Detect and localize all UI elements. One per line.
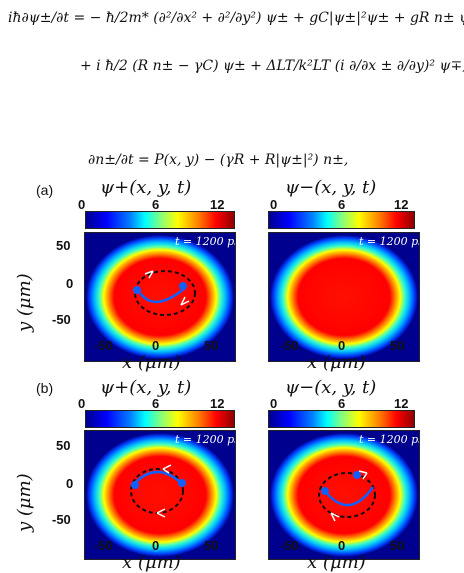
cbar-a1-tick-12: 12 <box>210 197 225 212</box>
plot-a-minus: t = 1200 ps <box>268 232 420 362</box>
colorbar-b-plus <box>85 410 235 428</box>
xtick-a1--50: -50 <box>94 338 113 353</box>
panel-a-label: (a) <box>36 182 54 198</box>
xtick-a2--50: -50 <box>280 338 299 353</box>
xtick-b2-0: 0 <box>338 538 346 553</box>
plot-b-plus: t = 1200 ps <box>84 430 236 560</box>
ytick-b--50: -50 <box>52 512 71 527</box>
cbar-b1-tick-0: 0 <box>78 396 86 411</box>
xtick-a1-50: 50 <box>204 338 219 353</box>
equation-line-3: ∂n±/∂t = P(x, y) − (γR + R|ψ±|²) n±, <box>88 152 349 168</box>
ytick-a--50: -50 <box>52 312 71 327</box>
cbar-a2-tick-6: 6 <box>338 197 346 212</box>
panel-b-label: (b) <box>36 380 54 396</box>
plot-b-minus: t = 1200 ps <box>268 430 420 560</box>
cbar-a1-tick-6: 6 <box>152 197 160 212</box>
xtick-b1--50: -50 <box>94 538 113 553</box>
ytick-a-50: 50 <box>56 238 71 253</box>
heatmap-b-minus <box>269 431 419 559</box>
xlabel-a-minus: x (μm) <box>307 352 366 373</box>
equation-line-2: + i ħ/2 (R n± − γC) ψ± + ΔLT/k²LT (i ∂/∂… <box>80 58 464 74</box>
time-label-a-minus: t = 1200 ps <box>359 235 420 248</box>
time-label-a-plus: t = 1200 ps <box>175 235 236 248</box>
xlabel-b-plus: x (μm) <box>122 552 181 573</box>
xtick-b1-50: 50 <box>204 538 219 553</box>
colorbar-a-plus <box>85 211 235 229</box>
time-label-b-plus: t = 1200 ps <box>175 433 236 446</box>
cbar-a1-tick-0: 0 <box>78 197 86 212</box>
cbar-b2-tick-6: 6 <box>338 396 346 411</box>
xtick-b1-0: 0 <box>152 538 160 553</box>
colorbar-b-minus <box>268 410 415 428</box>
title-a-minus: ψ−(x, y, t) <box>285 177 377 198</box>
xlabel-a-plus: x (μm) <box>122 352 181 373</box>
ytick-b-0: 0 <box>66 476 74 491</box>
title-b-minus: ψ−(x, y, t) <box>285 377 377 398</box>
xtick-a2-0: 0 <box>338 338 346 353</box>
ylabel-b: y (μm) <box>14 473 35 532</box>
heatmap-a-minus <box>269 233 419 361</box>
title-a-plus: ψ+(x, y, t) <box>100 177 192 198</box>
xlabel-b-minus: x (μm) <box>307 552 366 573</box>
cbar-a2-tick-12: 12 <box>394 197 409 212</box>
cbar-b1-tick-12: 12 <box>210 396 225 411</box>
cbar-a2-tick-0: 0 <box>270 197 278 212</box>
heatmap-b-plus <box>85 431 235 559</box>
title-b-plus: ψ+(x, y, t) <box>100 377 192 398</box>
xtick-a2-50: 50 <box>390 338 405 353</box>
ytick-a-0: 0 <box>66 276 74 291</box>
plot-a-plus: t = 1200 ps <box>84 232 236 362</box>
colorbar-a-minus <box>268 211 415 229</box>
cbar-b2-tick-12: 12 <box>394 396 409 411</box>
heatmap-a-plus <box>85 233 235 361</box>
cbar-b1-tick-6: 6 <box>152 396 160 411</box>
xtick-a1-0: 0 <box>152 338 160 353</box>
ylabel-a: y (μm) <box>14 273 35 332</box>
time-label-b-minus: t = 1200 ps <box>359 433 420 446</box>
xtick-b2--50: -50 <box>280 538 299 553</box>
equation-line-1: iħ∂ψ±/∂t = − ħ/2m* (∂²/∂x² + ∂²/∂y²) ψ± … <box>8 10 464 26</box>
xtick-b2-50: 50 <box>390 538 405 553</box>
ytick-b-50: 50 <box>56 438 71 453</box>
cbar-b2-tick-0: 0 <box>270 396 278 411</box>
